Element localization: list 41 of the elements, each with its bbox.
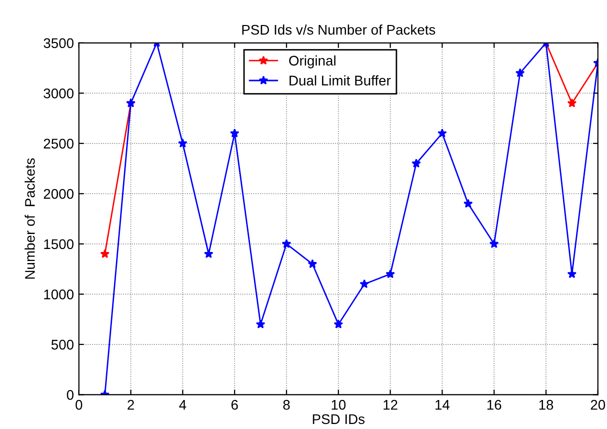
point <box>438 128 447 138</box>
point <box>334 319 344 328</box>
point <box>386 269 395 278</box>
point <box>230 128 240 138</box>
point <box>567 98 577 108</box>
y-tick-label: 500 <box>51 340 74 350</box>
x-tick-label: 2 <box>128 400 134 410</box>
x-tick-label: 6 <box>231 400 238 410</box>
point <box>100 249 110 258</box>
point <box>308 259 318 268</box>
point <box>256 319 266 328</box>
point <box>463 198 473 208</box>
x-tick-label: 8 <box>283 400 290 410</box>
point <box>412 158 421 168</box>
point <box>178 138 188 148</box>
x-tick-label: 14 <box>436 400 450 410</box>
x-axis-title: PSD IDs <box>312 414 365 424</box>
x-tick-label: 0 <box>76 400 82 410</box>
point <box>360 279 370 288</box>
point <box>204 249 214 258</box>
point <box>515 68 525 78</box>
x-tick-label: 16 <box>487 400 502 410</box>
y-tick-label: 0 <box>66 390 74 400</box>
y-tick-label: 1500 <box>44 239 74 250</box>
legend-label: Dual Limit Buffer <box>290 75 391 86</box>
x-tick-label: 20 <box>590 400 606 410</box>
point <box>489 239 499 248</box>
y-tick-label: 3500 <box>44 38 74 48</box>
y-tick-label: 2500 <box>44 138 74 149</box>
point <box>567 269 577 278</box>
x-tick-label: 10 <box>332 400 346 410</box>
point <box>282 239 292 248</box>
y-tick-label: 3000 <box>44 88 74 98</box>
x-tick-label: 12 <box>384 400 398 410</box>
x-tick-label: 4 <box>179 400 186 410</box>
y-axis-title: Number of Packets <box>24 158 35 279</box>
x-tick-label: 18 <box>539 400 554 410</box>
y-tick-label: 2000 <box>44 188 74 199</box>
legend-label: Original <box>289 55 336 68</box>
chart-title: PSD Ids v/s Number of Packets <box>242 24 436 35</box>
y-tick-label: 1000 <box>44 290 74 300</box>
